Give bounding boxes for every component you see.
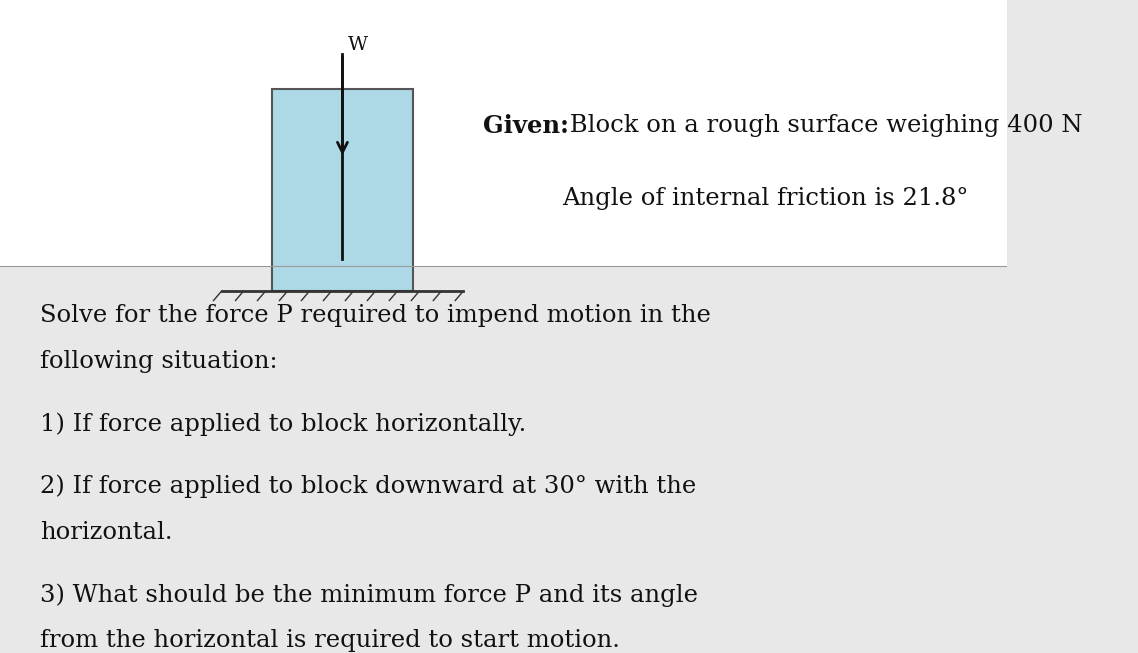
Text: Angle of internal friction is 21.8°: Angle of internal friction is 21.8° xyxy=(562,187,968,210)
Text: Block on a rough surface weighing 400 N: Block on a rough surface weighing 400 N xyxy=(562,114,1082,137)
Text: 1) If force applied to block horizontally.: 1) If force applied to block horizontall… xyxy=(40,412,527,436)
Text: from the horizontal is required to start motion.: from the horizontal is required to start… xyxy=(40,629,620,652)
Text: horizontal.: horizontal. xyxy=(40,520,173,544)
Text: Solve for the force P required to impend motion in the: Solve for the force P required to impend… xyxy=(40,304,711,326)
FancyBboxPatch shape xyxy=(0,0,1007,266)
Text: W: W xyxy=(347,36,368,54)
Text: 2) If force applied to block downward at 30° with the: 2) If force applied to block downward at… xyxy=(40,475,696,498)
Text: Given:: Given: xyxy=(484,114,569,138)
Text: 3) What should be the minimum force P and its angle: 3) What should be the minimum force P an… xyxy=(40,583,699,607)
FancyBboxPatch shape xyxy=(272,89,413,291)
Text: following situation:: following situation: xyxy=(40,350,278,373)
